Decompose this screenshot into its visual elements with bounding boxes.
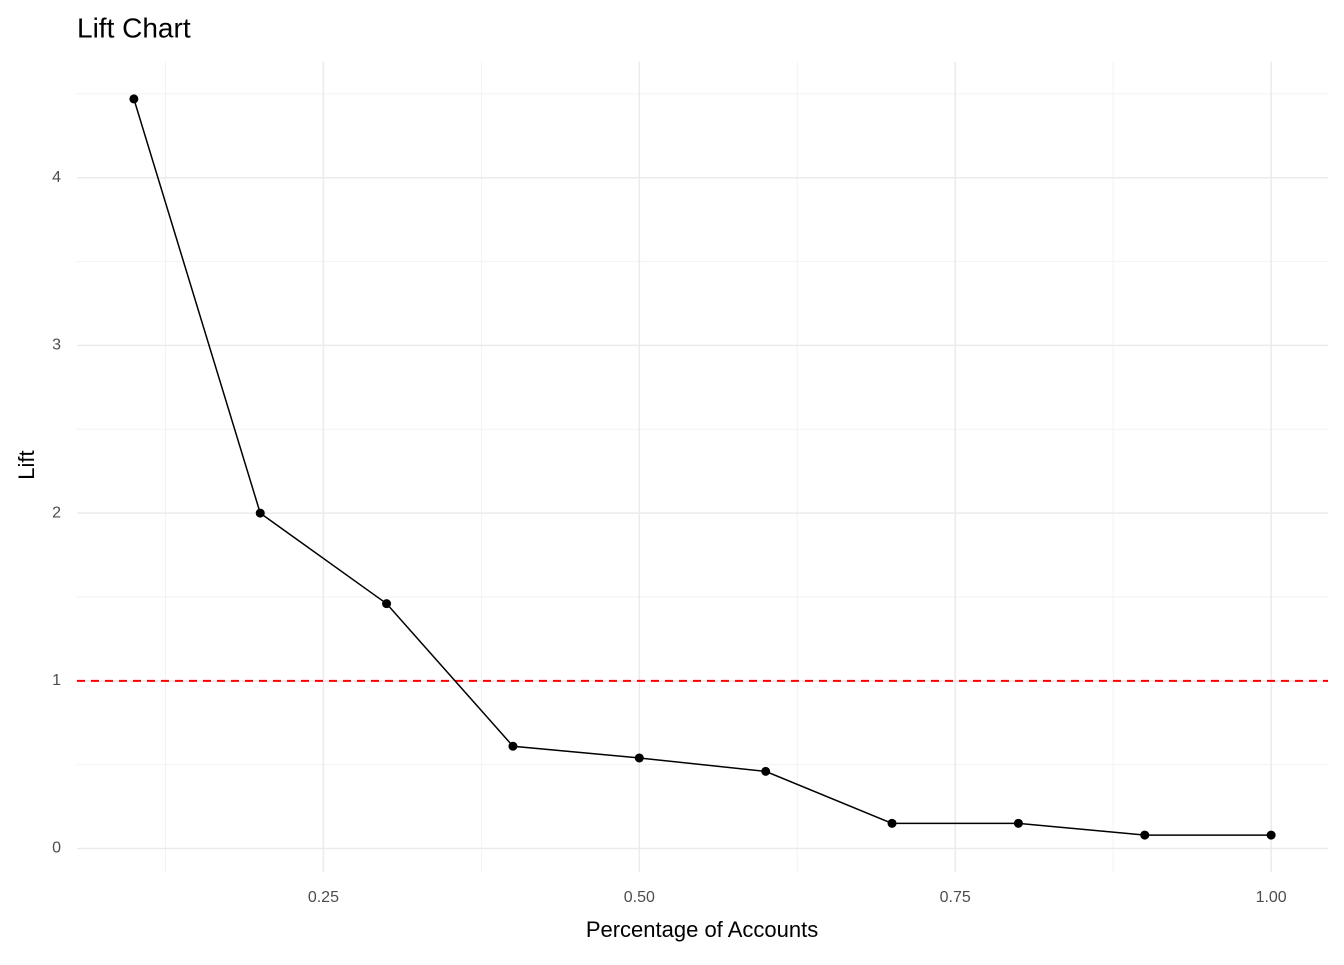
y-tick-label: 2: [52, 504, 61, 521]
line: [133, 98, 1272, 836]
y-tick-label: 4: [52, 169, 61, 186]
point: [634, 753, 644, 763]
y-tick-label: 0: [52, 840, 61, 857]
point: [887, 818, 897, 828]
point: [508, 741, 518, 751]
point: [129, 94, 139, 104]
x-tick-label: 0.50: [624, 889, 655, 906]
x-axis-title: Percentage of Accounts: [586, 917, 818, 942]
y-tick-label: 1: [52, 672, 61, 689]
x-tick-label: 0.25: [308, 889, 339, 906]
y-tick-label: 3: [52, 337, 61, 354]
chart-title: Lift Chart: [77, 12, 191, 43]
point: [1140, 830, 1150, 840]
point: [1013, 818, 1023, 828]
point: [382, 599, 392, 609]
x-tick-label: 1.00: [1256, 889, 1287, 906]
y-axis-title: Lift: [14, 450, 39, 479]
point: [1266, 830, 1276, 840]
point: [761, 766, 771, 776]
point: [255, 508, 265, 518]
x-tick-label: 0.75: [940, 889, 971, 906]
